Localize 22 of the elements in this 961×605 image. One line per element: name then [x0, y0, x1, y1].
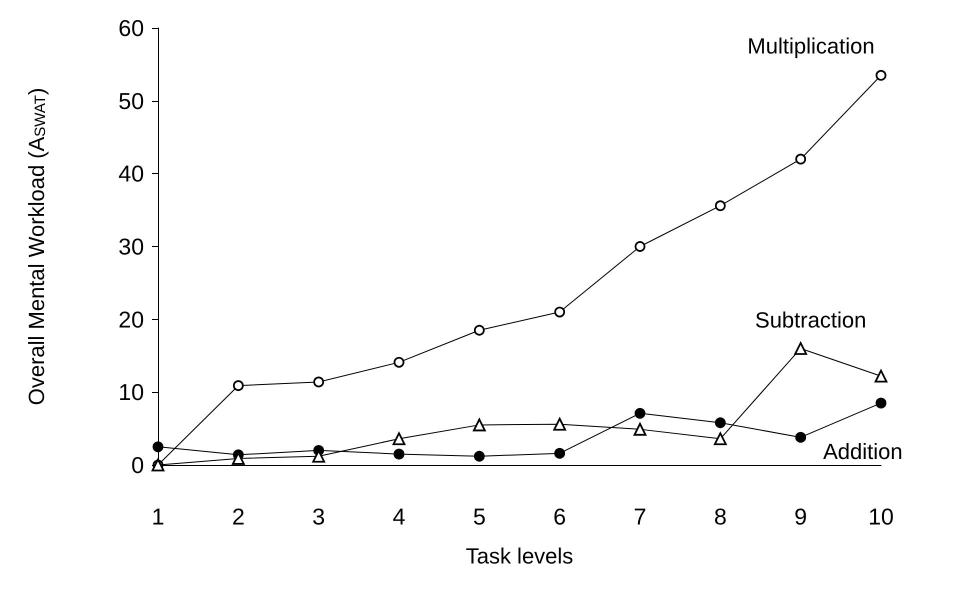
x-axis-title: Task levels: [466, 544, 574, 568]
x-tick-label: 10: [868, 504, 894, 530]
y-tick-label: 60: [118, 15, 144, 41]
series-label: Addition: [823, 438, 903, 464]
series-label: Multiplication: [747, 33, 875, 58]
x-tick-label: 9: [794, 504, 808, 530]
x-tick-label: 3: [312, 504, 326, 530]
x-tick-label: 4: [392, 504, 406, 530]
x-tick-label: 2: [232, 504, 245, 530]
x-tick-label: 6: [553, 504, 566, 530]
y-tick-label: 0: [131, 452, 144, 478]
x-tick-label: 8: [714, 504, 727, 530]
x-tick-label: 7: [634, 504, 646, 530]
series-label: Subtraction: [755, 308, 866, 333]
y-tick-label: 40: [118, 160, 144, 187]
y-tick-label: 20: [118, 306, 144, 332]
x-tick-label: 1: [152, 504, 164, 530]
y-axis-title: Overall Mental Workload (ASWAT): [24, 88, 49, 406]
y-tick-label: 30: [118, 234, 144, 260]
x-tick-label: 5: [472, 504, 486, 530]
y-tick-label: 50: [118, 88, 144, 114]
y-tick-label: 10: [118, 379, 144, 406]
